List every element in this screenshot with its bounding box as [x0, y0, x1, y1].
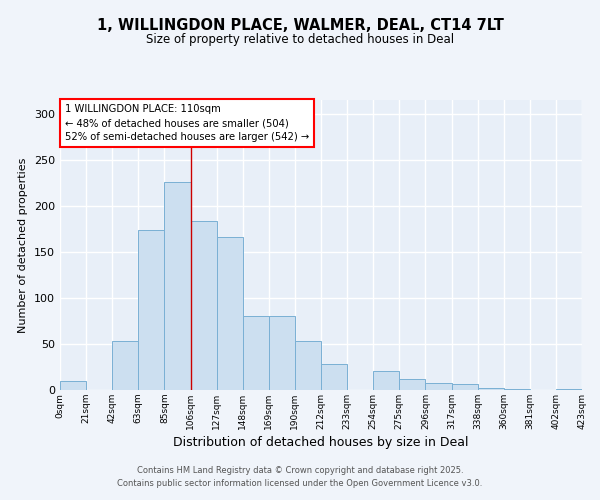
Bar — [217, 237, 243, 390]
Bar — [400, 379, 425, 390]
Bar — [478, 388, 504, 390]
X-axis label: Distribution of detached houses by size in Deal: Distribution of detached houses by size … — [173, 436, 469, 449]
Bar — [452, 384, 478, 390]
Text: 1, WILLINGDON PLACE, WALMER, DEAL, CT14 7LT: 1, WILLINGDON PLACE, WALMER, DEAL, CT14 … — [97, 18, 503, 32]
Bar — [112, 341, 139, 390]
Bar — [60, 381, 86, 390]
Bar — [425, 382, 452, 390]
Bar — [295, 341, 321, 390]
Bar — [321, 364, 347, 390]
Bar — [504, 389, 530, 390]
Bar — [164, 182, 191, 390]
Text: 1 WILLINGDON PLACE: 110sqm
← 48% of detached houses are smaller (504)
52% of sem: 1 WILLINGDON PLACE: 110sqm ← 48% of deta… — [65, 104, 310, 142]
Bar — [556, 389, 582, 390]
Bar — [373, 370, 400, 390]
Bar — [269, 316, 295, 390]
Text: Contains HM Land Registry data © Crown copyright and database right 2025.
Contai: Contains HM Land Registry data © Crown c… — [118, 466, 482, 487]
Bar — [191, 220, 217, 390]
Bar — [139, 230, 164, 390]
Bar — [243, 316, 269, 390]
Text: Size of property relative to detached houses in Deal: Size of property relative to detached ho… — [146, 32, 454, 46]
Y-axis label: Number of detached properties: Number of detached properties — [19, 158, 28, 332]
